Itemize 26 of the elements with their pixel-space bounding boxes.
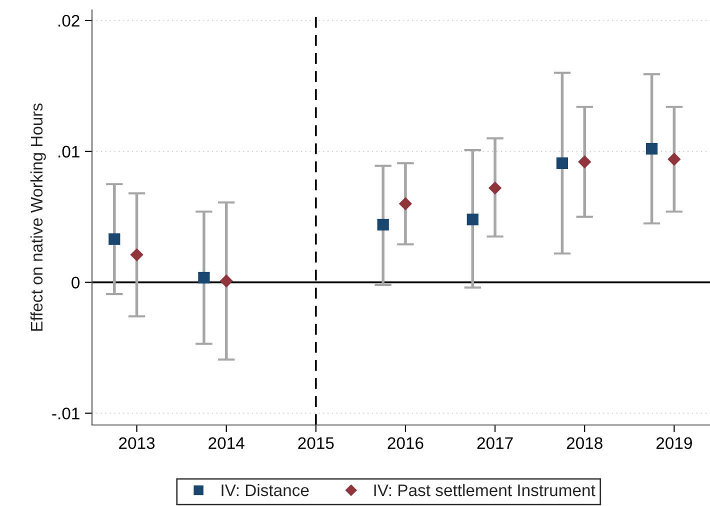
point	[220, 274, 233, 288]
point	[668, 152, 681, 166]
point	[198, 272, 210, 284]
point	[377, 218, 389, 231]
point	[108, 233, 120, 245]
x-tick-label: 2014	[208, 437, 244, 450]
y-axis-title: Effect on native Working Hours	[30, 104, 46, 331]
legend-label: IV: Past settlement Instrument	[374, 484, 596, 496]
point	[488, 181, 502, 195]
point	[578, 155, 592, 168]
y-tick-label: -.01	[52, 408, 80, 420]
point	[646, 142, 658, 155]
x-tick-label: 2018	[566, 437, 602, 450]
y-tick-label: .01	[58, 146, 80, 158]
legend-label: IV: Distance	[222, 484, 309, 496]
x-tick-label: 2017	[477, 437, 513, 450]
x-tick-label: 2016	[388, 437, 424, 450]
y-tick-label: 0	[72, 276, 80, 289]
y-tick-label: .02	[58, 14, 80, 27]
x-tick-label: 2015	[298, 437, 334, 450]
point	[556, 157, 568, 169]
x-tick-label: 2019	[656, 437, 692, 450]
point	[130, 248, 144, 262]
point	[398, 197, 412, 210]
x-tick-label: 2013	[119, 437, 155, 450]
point	[466, 214, 478, 226]
